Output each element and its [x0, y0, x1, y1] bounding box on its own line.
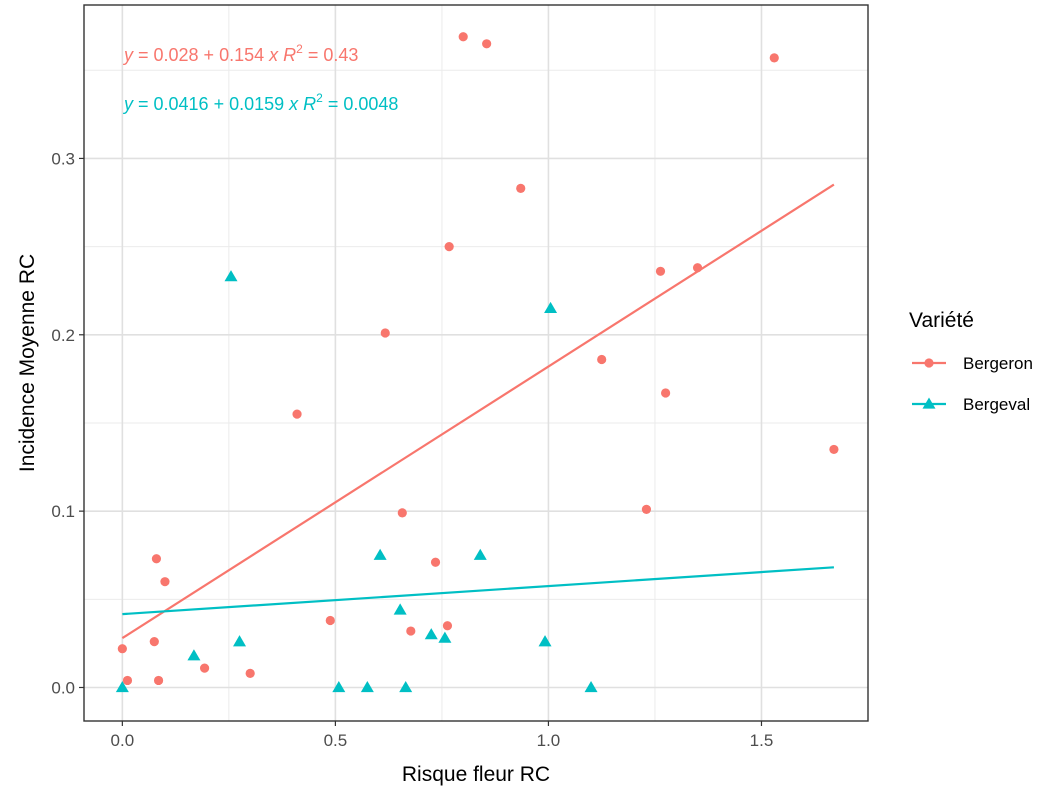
- point-bergeval-9: [424, 628, 438, 640]
- grid-lines: [84, 5, 869, 721]
- point-bergeron-8: [292, 409, 302, 419]
- point-bergeval-5: [360, 680, 374, 693]
- point-bergeron-1: [122, 675, 133, 686]
- point-bergeval-10: [438, 631, 452, 643]
- x-tick-label-3: 1.5: [750, 731, 774, 750]
- point-bergeron-21: [655, 266, 666, 276]
- y-tick-label-0: 0.0: [51, 678, 75, 697]
- point-bergeron-16: [458, 32, 468, 42]
- point-bergeron-11: [397, 508, 407, 518]
- y-axis-ticks: 0.0 0.1 0.2 0.3: [51, 149, 84, 697]
- point-bergeron-25: [829, 444, 839, 455]
- point-bergeval-6: [373, 548, 387, 560]
- point-bergeron-7: [245, 668, 255, 678]
- point-bergeron-2: [149, 637, 159, 647]
- point-bergeron-17: [482, 39, 492, 49]
- point-bergeron-18: [516, 183, 526, 194]
- point-bergeron-5: [160, 577, 170, 587]
- x-tick-label-0: 0.0: [111, 731, 135, 750]
- legend: Variété Bergeron Bergeval: [909, 309, 1033, 414]
- legend-label-bergeval: Bergeval: [963, 395, 1030, 414]
- equation-bergeron: y = 0.028 + 0.154 x R2 = 0.43: [122, 42, 358, 65]
- point-bergeron-3: [151, 554, 162, 564]
- point-bergeval-13: [544, 301, 558, 314]
- regression-equations: y = 0.028 + 0.154 x R2 = 0.43 y = 0.0416 …: [122, 42, 398, 114]
- point-bergeval-3: [233, 635, 247, 647]
- point-bergeron-15: [444, 242, 454, 252]
- fit-line-bergeval: [122, 566, 834, 616]
- point-bergeval-4: [332, 680, 346, 693]
- data-points: [115, 32, 839, 693]
- fit-line-bergeron: [121, 183, 835, 640]
- point-bergeron-22: [661, 388, 671, 398]
- point-bergeval-11: [473, 548, 487, 560]
- x-axis-title: Risque fleur RC: [402, 763, 550, 786]
- point-bergeval-12: [538, 635, 552, 647]
- point-bergeron-0: [117, 644, 127, 654]
- plot-panel-border: [83, 4, 869, 722]
- regression-lines: [121, 183, 835, 640]
- legend-label-bergeron: Bergeron: [963, 354, 1033, 373]
- legend-key-marker-bergeval: [922, 397, 936, 409]
- y-tick-label-3: 0.3: [51, 149, 75, 168]
- equation-bergeval: y = 0.0416 + 0.0159 x R2 = 0.0048: [122, 91, 398, 114]
- point-bergeron-14: [442, 621, 453, 631]
- point-bergeron-12: [406, 626, 416, 636]
- point-bergeval-14: [584, 680, 598, 693]
- point-bergeval-2: [224, 270, 238, 282]
- y-tick-label-2: 0.2: [51, 326, 75, 345]
- point-bergeval-8: [399, 680, 413, 693]
- x-tick-label-1: 0.5: [324, 731, 348, 750]
- point-bergeval-0: [115, 680, 129, 693]
- point-bergeron-9: [325, 615, 335, 626]
- x-tick-label-2: 1.0: [537, 731, 561, 750]
- y-axis-title: Incidence Moyenne RC: [16, 254, 39, 472]
- point-bergeron-13: [430, 557, 441, 567]
- point-bergeron-10: [380, 328, 390, 338]
- legend-title: Variété: [909, 309, 974, 332]
- point-bergeron-23: [692, 263, 703, 273]
- point-bergeron-4: [153, 675, 164, 686]
- x-axis-ticks: 0.0 0.5 1.0 1.5: [111, 721, 774, 750]
- legend-key-marker-bergeron: [924, 358, 934, 368]
- point-bergeron-24: [769, 53, 779, 63]
- point-bergeval-7: [393, 603, 407, 615]
- point-bergeval-1: [187, 649, 201, 661]
- y-tick-label-1: 0.1: [51, 502, 75, 521]
- point-bergeron-20: [641, 504, 652, 514]
- point-bergeron-6: [199, 663, 210, 673]
- point-bergeron-19: [597, 354, 607, 365]
